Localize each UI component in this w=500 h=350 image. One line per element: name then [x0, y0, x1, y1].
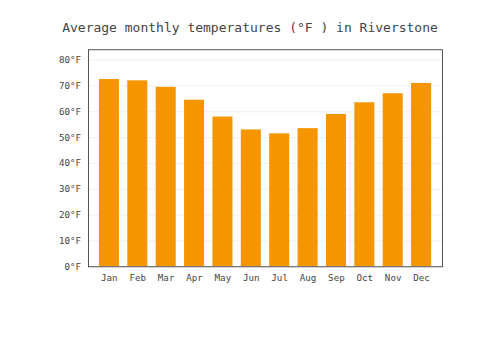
- svg-text:60°F: 60°F: [59, 106, 81, 117]
- html-text:Average monthly temperatures (: Average monthly temperatures (°F ) in Ri…: [62, 20, 438, 35]
- svg-text:70°F: 70°F: [59, 80, 81, 91]
- svg-text:0°F: 0°F: [64, 261, 81, 272]
- svg-text:May: May: [215, 272, 232, 283]
- svg-text:Nov: Nov: [385, 272, 402, 283]
- svg-text:Jun: Jun: [243, 272, 260, 283]
- svg-text:Mar: Mar: [158, 272, 175, 283]
- svg-text:10°F: 10°F: [59, 235, 81, 246]
- svg-text:40°F: 40°F: [59, 157, 81, 168]
- svg-text:50°F: 50°F: [59, 132, 81, 143]
- svg-text:Jan: Jan: [101, 272, 118, 283]
- svg-text:Oct: Oct: [356, 272, 373, 283]
- svg-text:Jul: Jul: [271, 272, 288, 283]
- svg-text:Feb: Feb: [129, 272, 146, 283]
- svg-text:30°F: 30°F: [59, 183, 81, 194]
- svg-text:Sep: Sep: [328, 272, 345, 283]
- svg-text:Aug: Aug: [300, 272, 317, 283]
- svg-text:Apr: Apr: [186, 272, 203, 283]
- svg-text:80°F: 80°F: [59, 54, 81, 65]
- svg-text:20°F: 20°F: [59, 209, 81, 220]
- svg-text:Dec: Dec: [413, 272, 430, 283]
